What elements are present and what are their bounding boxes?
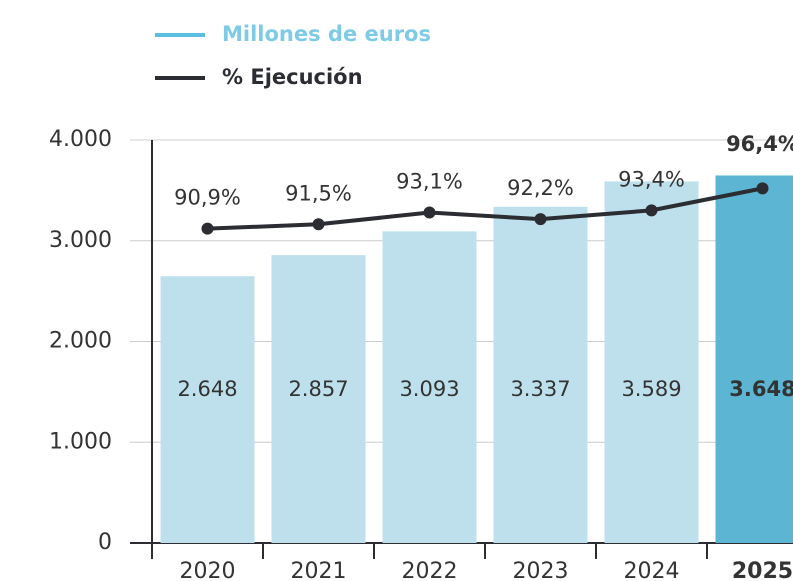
bar-value-label: 2.857: [288, 377, 348, 401]
line-value-label: 96,4%: [726, 132, 793, 156]
x-tick-label: 2023: [513, 559, 569, 581]
bar: [160, 276, 255, 543]
legend-label: Millones de euros: [222, 22, 431, 46]
bar: [382, 231, 477, 543]
line-value-label: 93,1%: [396, 170, 463, 194]
line-value-label: 91,5%: [285, 181, 352, 205]
x-tick-label: 2020: [180, 559, 236, 581]
x-tick-label: 2024: [624, 559, 680, 581]
line-point: [201, 222, 214, 235]
bar: [715, 175, 793, 544]
bar-value-label: 2.648: [177, 377, 237, 401]
line-point: [312, 218, 325, 231]
bar-value-label: 3.648: [729, 377, 793, 401]
line-point: [423, 206, 436, 219]
bar: [604, 181, 699, 543]
bar-value-label: 3.589: [621, 377, 681, 401]
y-tick-label: 3.000: [49, 228, 112, 253]
y-tick-label: 0: [98, 530, 112, 555]
line-value-label: 90,9%: [174, 186, 241, 210]
y-tick-label: 1.000: [49, 429, 112, 454]
line-point: [645, 204, 658, 217]
x-tick-label: 2021: [291, 559, 347, 581]
line-point: [534, 213, 547, 226]
y-tick-label: 4.000: [49, 127, 112, 152]
bar: [493, 206, 588, 544]
line-point: [756, 182, 769, 195]
x-tick-label: 2022: [402, 559, 458, 581]
bar: [271, 255, 366, 543]
line-value-label: 93,4%: [618, 167, 685, 191]
legend-label: % Ejecución: [222, 65, 363, 89]
line-value-label: 92,2%: [507, 176, 574, 200]
x-tick-label: 2025: [732, 559, 793, 581]
bar-value-label: 3.337: [510, 377, 570, 401]
y-tick-label: 2.000: [49, 329, 112, 354]
line: [207, 186, 763, 231]
bar-value-label: 3.093: [399, 377, 459, 401]
